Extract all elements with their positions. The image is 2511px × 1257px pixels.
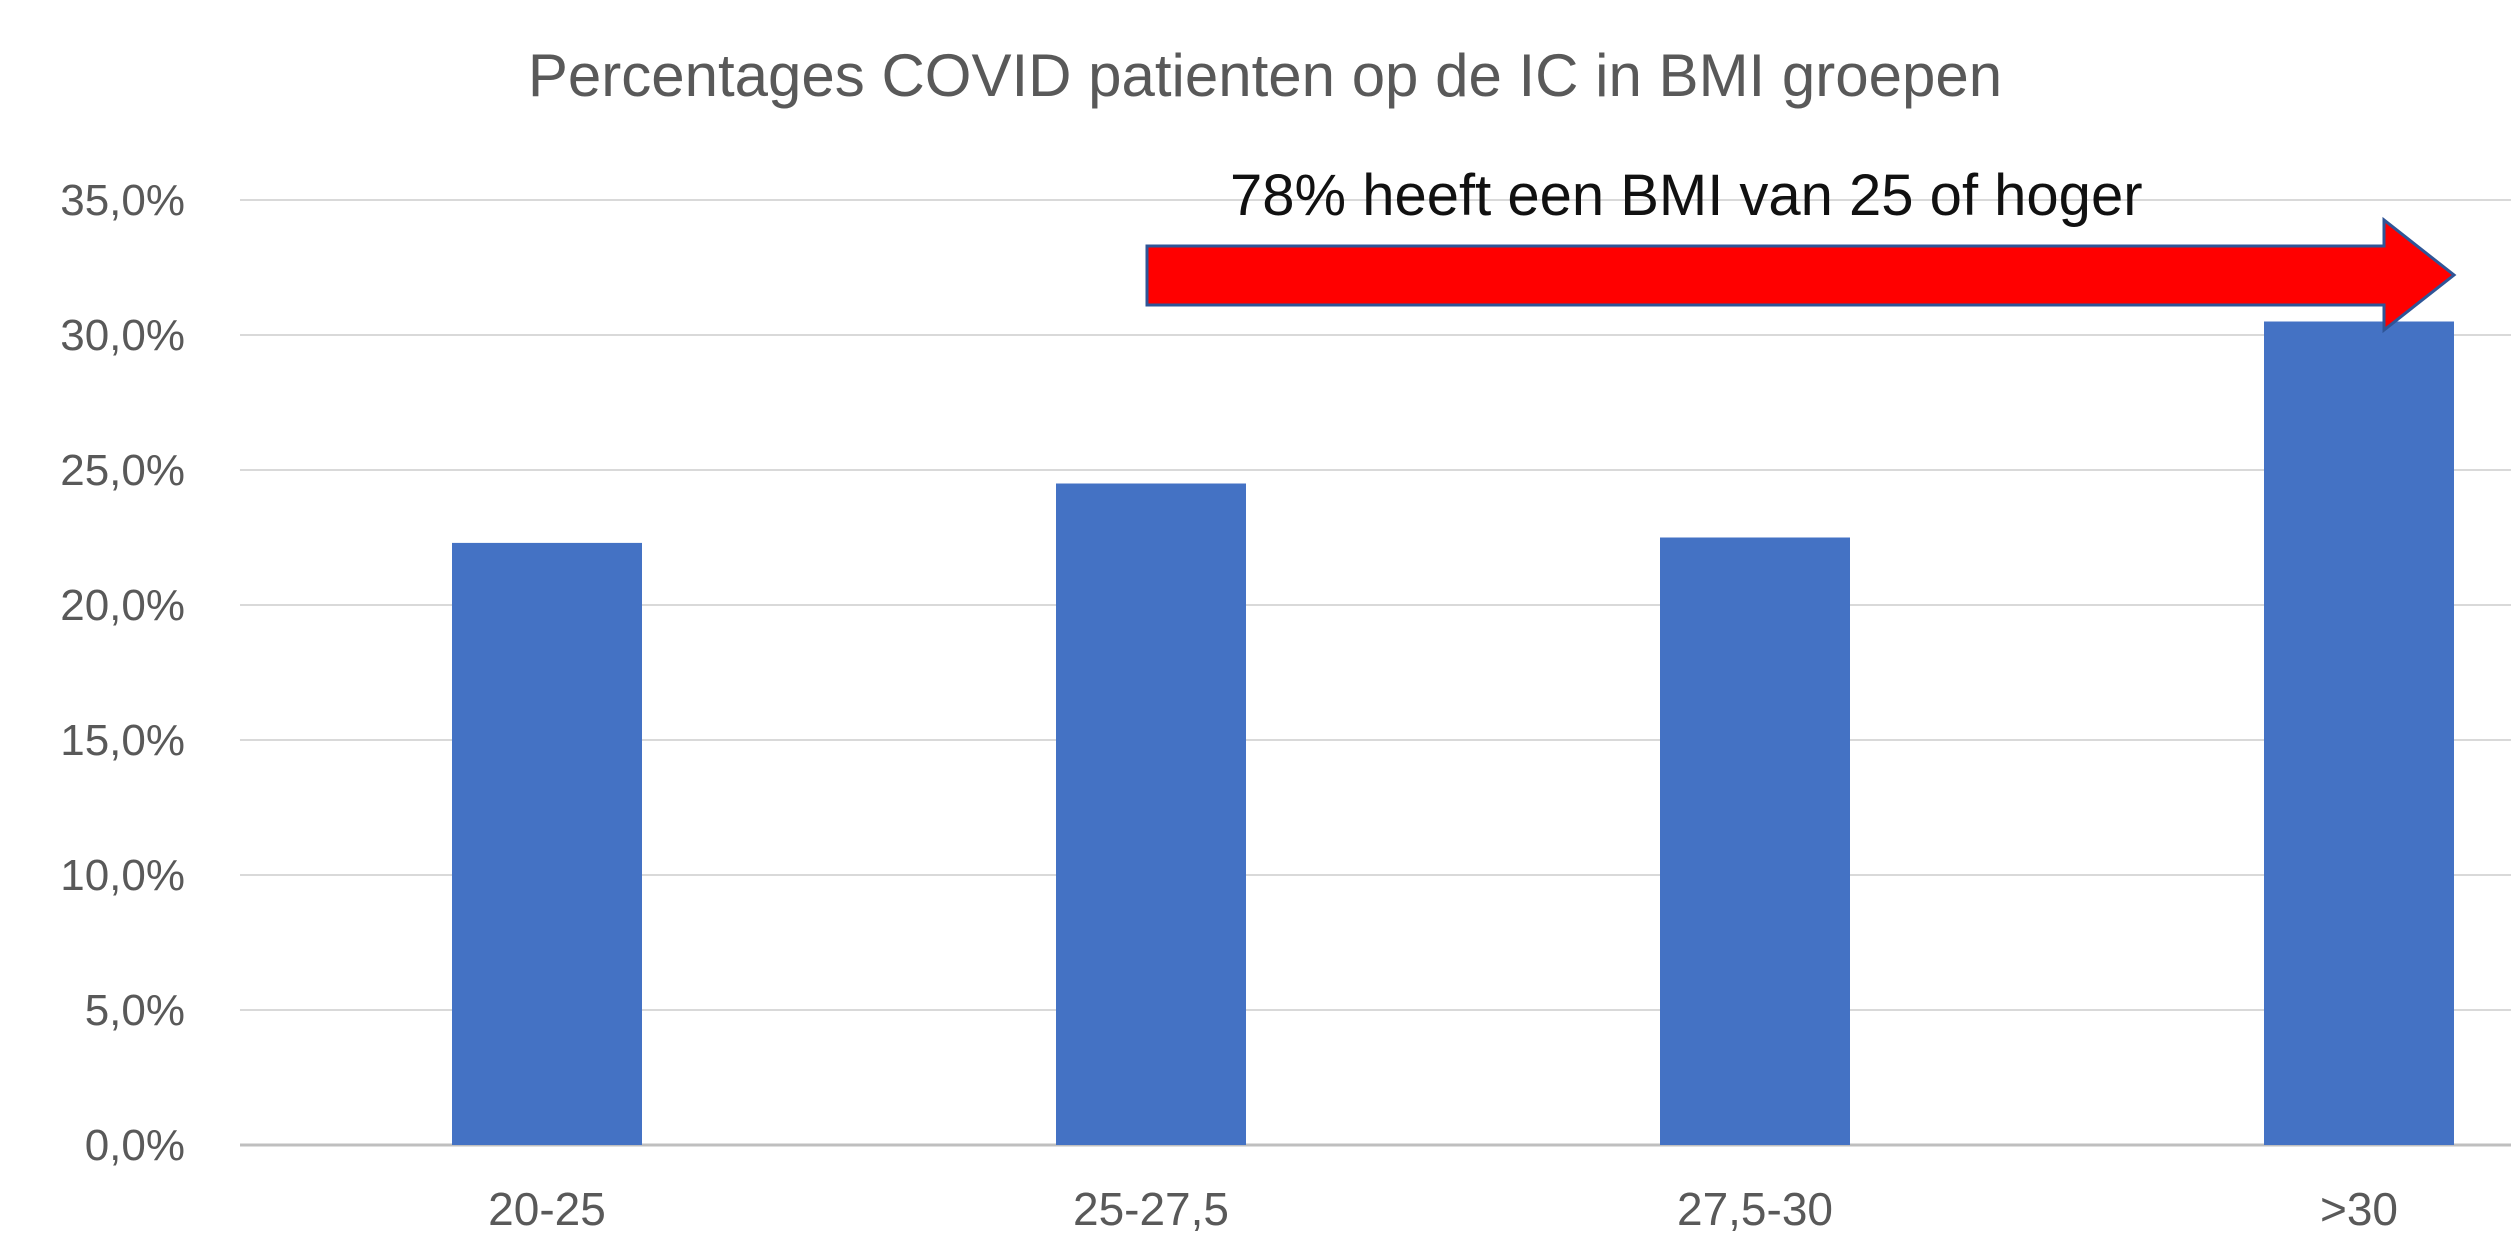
y-tick-label: 15,0% — [60, 716, 185, 765]
y-tick-label: 35,0% — [60, 176, 185, 225]
chart-title: Percentages COVID patienten op de IC in … — [528, 42, 2002, 109]
x-tick-label: >30 — [2320, 1183, 2398, 1235]
bar — [452, 542, 642, 1145]
bar — [1056, 483, 1246, 1145]
bars — [452, 321, 2454, 1145]
bar — [2264, 321, 2454, 1145]
y-tick-label: 30,0% — [60, 311, 185, 360]
annotation: 78% heeft een BMI van 25 of hoger — [1145, 163, 2457, 334]
y-tick-label: 10,0% — [60, 851, 185, 900]
y-tick-label: 20,0% — [60, 581, 185, 630]
x-tick-label: 27,5-30 — [1677, 1183, 1833, 1235]
bar — [1660, 537, 1850, 1145]
annotation-arrow — [1145, 216, 2457, 334]
y-tick-label: 5,0% — [85, 986, 185, 1035]
y-tick-label: 25,0% — [60, 446, 185, 495]
x-tick-label: 25-27,5 — [1073, 1183, 1229, 1235]
x-axis-tick-labels: 20-25 25-27,5 27,5-30 >30 — [488, 1183, 2398, 1235]
y-tick-label: 0,0% — [85, 1121, 185, 1170]
y-axis-tick-labels: 0,0% 5,0% 10,0% 15,0% 20,0% 25,0% 30,0% 35,0% — [60, 176, 185, 1170]
annotation-text: 78% heeft een BMI van 25 of hoger — [1230, 163, 2143, 228]
x-tick-label: 20-25 — [488, 1183, 606, 1235]
